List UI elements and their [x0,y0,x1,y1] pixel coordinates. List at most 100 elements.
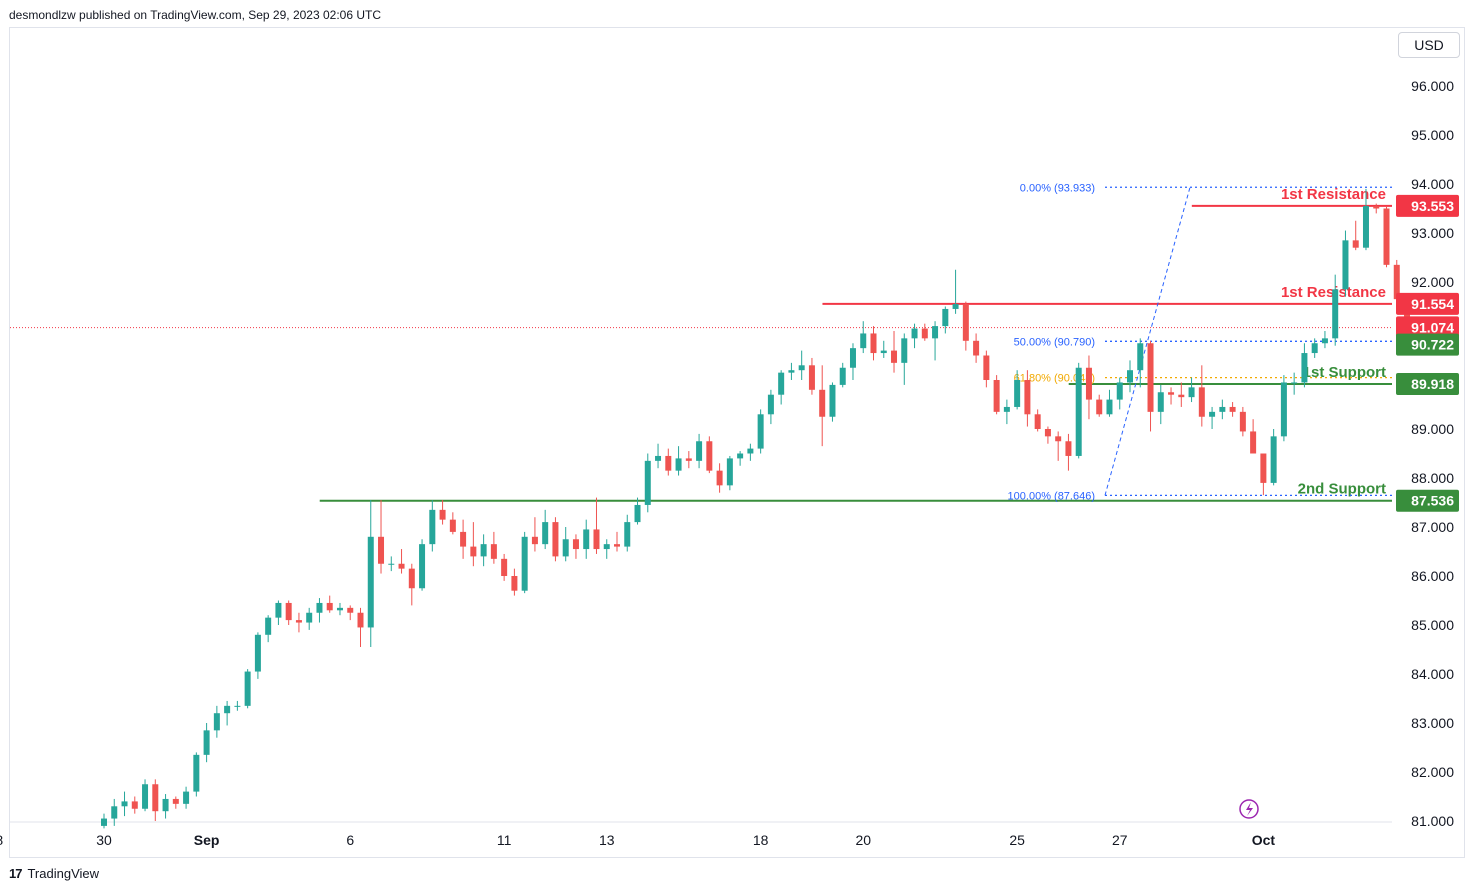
resistance-tag-label: 93.553 [1411,198,1454,214]
candle-body [213,713,220,731]
candle-body [1373,206,1380,209]
price-tick-label: 96.000 [1411,78,1454,94]
candle-body [203,730,210,755]
time-tick-label: 27 [1112,832,1128,848]
current-tag [1396,316,1459,339]
candle-body [521,536,528,591]
candle-body [306,612,313,623]
candle-body [1280,382,1287,437]
candle-body [234,705,241,707]
candle-body [614,544,620,547]
candle-body [398,563,405,569]
candle-body [1075,367,1082,456]
candle-body [1260,453,1267,483]
candle-body [1270,436,1277,483]
candle-body [285,602,292,621]
candle-body [542,522,549,545]
candle-body [552,522,559,557]
price-tick-label: 93.000 [1411,225,1454,241]
candle-body [737,453,744,459]
candle-body [983,355,990,380]
candle-body [696,441,703,461]
time-axis[interactable]: 28 30 Sep 6 11 13 18 20 25 27 Oct [0,832,1275,848]
candle-body [1034,414,1041,429]
candle-body [152,784,159,812]
price-tick-label: 83.000 [1411,715,1454,731]
candle-body [1219,406,1226,412]
support-level-label: 2nd Support [1298,481,1386,498]
candle-body [665,455,672,471]
price-tick-label: 86.000 [1411,568,1454,584]
candle-body [819,389,826,417]
time-tick-label: 18 [753,832,769,848]
candle-body [254,634,261,672]
time-tick-label: 13 [599,832,615,848]
price-tick-label: 84.000 [1411,666,1454,682]
candle-body [880,350,887,354]
support-tag [1396,489,1459,512]
candle-body [121,801,128,807]
candle-body [490,544,497,559]
candle-body [460,531,467,547]
tradingview-logo[interactable]: 17 TradingView [9,866,99,881]
candle-body [839,367,846,385]
fibonacci-retracement: 0.00% (93.933) 50.00% (90.790) 61.80% (90.… [1008,182,1392,502]
candle-body [101,818,107,826]
support-tag-label: 90.722 [1411,337,1454,353]
candle-body [183,791,190,804]
candle-body [1116,382,1123,400]
candle-body [336,607,343,611]
candle-body [511,576,518,591]
candle-body [932,326,939,339]
candle-body [798,365,805,371]
candle-body [1393,264,1400,300]
resistance-level-label: 1st Resistance [1281,186,1386,203]
candle-body [1055,436,1062,442]
candle-body [583,529,590,550]
candle-body [1168,392,1175,395]
price-tick-label: 88.000 [1411,470,1454,486]
candle-body [962,304,969,341]
candle-body [942,308,949,327]
candle-body [1085,367,1092,400]
candle-body [562,539,569,557]
lightning-icon[interactable] [1239,799,1259,819]
candle-body [901,338,908,363]
candle-body [1362,206,1369,248]
candle-body [244,671,251,706]
candle-body [1291,382,1298,384]
chart-frame[interactable] [9,27,1465,858]
candle-body [993,380,1000,412]
fib-level-label: 100.00% (87.646) [1008,490,1095,502]
price-axis[interactable]: 96.000 95.000 94.000 93.000 92.000 89.000 88.0… [1411,78,1454,829]
candle-body [531,536,538,545]
resistance-tag-label: 91.554 [1411,296,1454,312]
candle-body [1024,380,1031,415]
candle-body [1014,380,1021,407]
candle-body [367,536,374,628]
candle-body [1127,370,1133,383]
candle-body [408,568,415,589]
candle-body [603,544,610,550]
candle-body [1178,394,1185,398]
price-tick-label: 85.000 [1411,617,1454,633]
candle-body [870,333,877,354]
currency-button[interactable]: USD [1398,32,1460,58]
candle-body [419,544,426,589]
candle-body [347,607,354,613]
resistance-tag [1396,292,1459,315]
candle-body [757,414,764,449]
candle-body [265,617,272,635]
candle-body [172,798,179,804]
candle-body [1198,387,1205,417]
resistance-tag [1396,194,1459,217]
candle-body [788,370,795,373]
candle-body [860,333,867,349]
candle-body [572,539,579,550]
candle-body [142,784,149,809]
candles [101,188,1441,829]
candle-body [378,536,385,564]
price-tick-label: 87.000 [1411,519,1454,535]
